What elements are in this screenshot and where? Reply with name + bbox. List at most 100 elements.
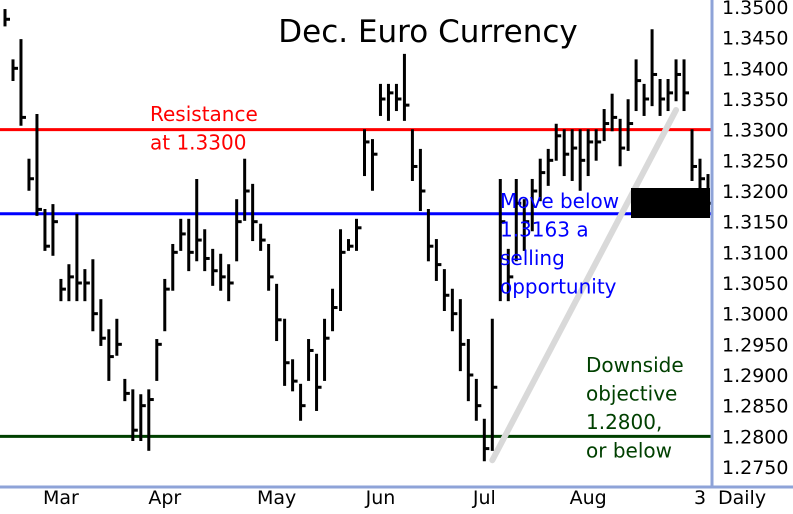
ohlc-bar — [323, 318, 330, 381]
x-tick-label: Jul — [472, 487, 496, 509]
x-axis-band — [0, 489, 793, 514]
ohlc-bar — [658, 78, 666, 116]
ohlc-bar — [418, 148, 426, 212]
ohlc-bar — [155, 339, 162, 381]
ohlc-bar — [434, 239, 442, 281]
y-tick-label: 1.3200 — [722, 181, 788, 203]
ohlc-bar — [19, 39, 26, 126]
ohlc-bar — [51, 204, 58, 256]
y-tick-label: 1.2800 — [722, 426, 788, 448]
ohlc-bar — [546, 148, 554, 186]
ohlc-bar — [666, 78, 674, 112]
ohlc-bar — [674, 59, 682, 102]
ohlc-bar — [570, 129, 578, 181]
y-tick-label: 1.3000 — [722, 304, 788, 326]
x-tick-label: Aug — [570, 487, 607, 509]
resistance-annotation: Resistance — [150, 102, 258, 126]
ohlc-bar — [458, 299, 466, 372]
ohlc-bar — [626, 99, 634, 151]
ohlc-bar — [450, 288, 458, 332]
ohlc-bar — [650, 29, 658, 107]
ohlc-bar — [370, 139, 378, 191]
ohlc-bar — [219, 253, 226, 291]
sell-trigger-annotation: 1.3163 a — [500, 218, 589, 242]
x-tick-label: Apr — [148, 487, 181, 509]
ohlc-bar — [251, 183, 258, 242]
ohlc-bar — [131, 389, 138, 442]
ohlc-bar — [426, 209, 434, 262]
ohlc-bar — [610, 93, 618, 132]
y-tick-label: 1.3250 — [722, 150, 788, 172]
ohlc-bar — [490, 318, 498, 451]
ohlc-bar — [506, 248, 514, 302]
ohlc-bar — [594, 129, 602, 161]
y-tick-label: 1.2750 — [722, 457, 788, 479]
ohlc-bar — [474, 378, 482, 421]
ohlc-bar — [362, 129, 370, 177]
ohlc-bar — [498, 178, 506, 302]
ohlc-bar — [91, 259, 98, 332]
objective-annotation: or below — [586, 439, 672, 463]
y-tick-label: 1.2850 — [722, 396, 788, 418]
ohlc-bar — [682, 59, 690, 112]
ohlc-bar — [283, 318, 290, 386]
ohlc-bar — [275, 283, 282, 342]
ohlc-bar — [522, 199, 530, 251]
ohlc-bar — [394, 83, 402, 112]
y-tick-label: 1.3150 — [722, 212, 788, 234]
ohlc-bar — [299, 383, 306, 421]
ohlc-bar — [562, 129, 570, 177]
chart-title: Dec. Euro Currency — [278, 14, 577, 50]
ohlc-bar — [538, 158, 546, 202]
ohlc-bar — [442, 269, 450, 311]
ohlc-bar — [355, 218, 362, 251]
y-tick-label: 1.2900 — [722, 365, 788, 387]
ohlc-bar — [259, 223, 266, 251]
ohlc-bar — [11, 59, 18, 81]
resistance-annotation: at 1.3300 — [150, 131, 246, 155]
objective-annotation: 1.2800, — [586, 410, 662, 434]
ohlc-bar — [27, 158, 34, 191]
ohlc-bar — [618, 118, 626, 167]
ohlc-bar — [347, 239, 354, 251]
x-tick-label: Mar — [43, 487, 79, 509]
ohlc-bar — [3, 9, 10, 27]
y-tick-label: 1.3450 — [722, 28, 788, 50]
sell-trigger-annotation: Move below — [500, 189, 619, 213]
trendline — [489, 107, 680, 464]
ohlc-bar — [243, 158, 250, 221]
sell-trigger-annotation: opportunity — [500, 275, 617, 299]
ohlc-bar — [410, 129, 418, 181]
y-tick-label: 1.3400 — [722, 58, 788, 80]
ohlc-bar — [227, 264, 234, 302]
ohlc-bar — [267, 243, 274, 291]
ohlc-bar — [123, 378, 130, 402]
period-label: Daily — [718, 487, 766, 509]
x-tick-label: Jun — [365, 487, 396, 509]
ohlc-bar — [75, 213, 82, 302]
ohlc-bar — [482, 418, 490, 462]
ohlc-bar — [203, 229, 210, 272]
last-price-label: 1.3180 — [640, 194, 706, 216]
x-tick-label: 3 — [694, 487, 706, 509]
ohlc-bar — [43, 209, 50, 251]
ohlc-bar — [690, 129, 698, 181]
ohlc-bar — [107, 329, 114, 381]
ohlc-bar — [586, 129, 594, 177]
ohlc-bar — [59, 278, 66, 302]
objective-annotation: objective — [586, 382, 677, 406]
ohlc-bar — [386, 83, 394, 121]
ohlc-bar — [195, 178, 202, 262]
ohlc-bar — [315, 353, 322, 411]
y-tick-label: 1.2950 — [722, 334, 788, 356]
ohlc-bar — [211, 248, 218, 286]
ohlc-bar — [67, 264, 74, 302]
ohlc-bar — [307, 339, 314, 381]
ohlc-bar — [602, 109, 610, 142]
y-tick-label: 1.3100 — [722, 242, 788, 264]
ohlc-bar — [554, 123, 562, 161]
ohlc-bar — [530, 178, 538, 232]
ohlc-bar — [291, 359, 298, 392]
ohlc-bar — [634, 59, 642, 112]
